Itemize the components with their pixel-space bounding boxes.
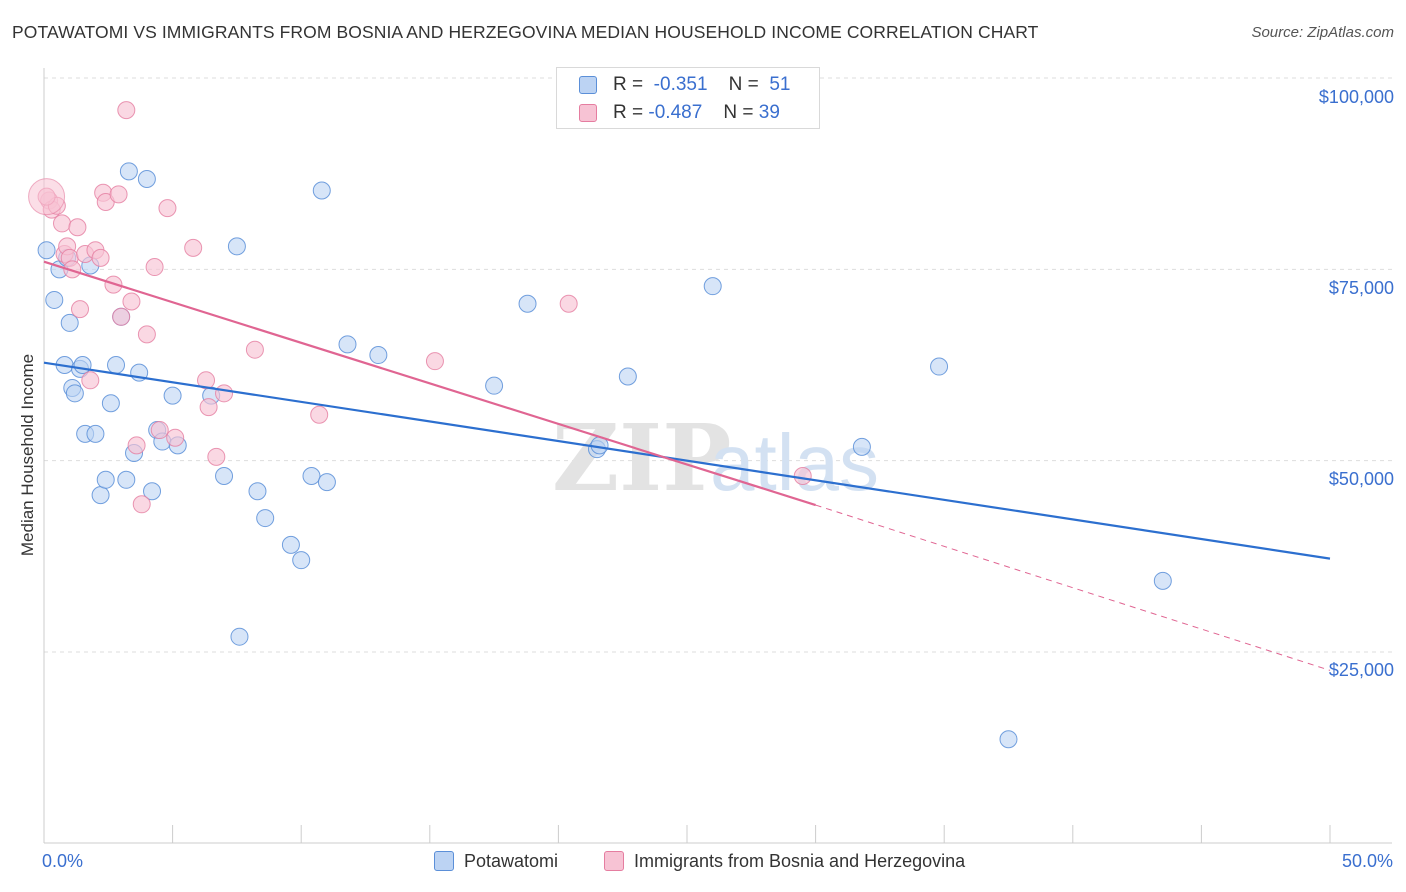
data-point-potawatomi	[369, 346, 388, 365]
watermark-atlas: atlas	[710, 418, 879, 507]
legend-n-label: N =	[723, 102, 754, 123]
watermark-zip: ZIP	[552, 404, 731, 512]
bottom-legend-potawatomi: Potawatomi	[434, 851, 558, 872]
y-tick-label: $25,000	[1328, 660, 1394, 680]
legend-n-value: 51	[769, 74, 791, 95]
data-point-potawatomi	[852, 437, 871, 456]
data-point-bosnia	[71, 300, 90, 319]
data-point-potawatomi	[101, 394, 120, 413]
chart-source: Source: ZipAtlas.com	[1251, 24, 1394, 41]
y-tick-label: $100,000	[1318, 87, 1394, 107]
y-tick-label: $50,000	[1328, 469, 1394, 489]
data-point-potawatomi	[73, 356, 92, 374]
data-point-potawatomi	[256, 509, 275, 528]
data-point-bosnia	[137, 325, 156, 344]
data-point-bosnia	[158, 199, 177, 218]
legend-r-label: R =	[613, 74, 644, 95]
x-tick-label: 50.0%	[1341, 851, 1393, 871]
data-point-potawatomi	[1153, 571, 1172, 590]
x-tick-label: 0.0%	[42, 851, 84, 871]
data-point-potawatomi	[65, 384, 84, 403]
data-point-potawatomi	[137, 170, 156, 189]
chart-grid	[44, 77, 1392, 653]
data-point-bosnia	[199, 398, 218, 417]
data-point-potawatomi	[107, 356, 126, 374]
legend-swatch-pink	[579, 104, 597, 122]
data-point-potawatomi	[230, 627, 249, 646]
legend-swatch-blue	[434, 851, 454, 871]
data-point-bosnia	[425, 352, 444, 371]
y-tick-label: $75,000	[1328, 278, 1394, 298]
trendline-potawatomi	[43, 361, 1331, 560]
bottom-legend-bosnia: Immigrants from Bosnia and Herzegovina	[604, 851, 965, 872]
legend-series-label: Potawatomi	[464, 851, 559, 871]
data-point-potawatomi	[312, 181, 331, 200]
data-point-bosnia	[184, 238, 203, 257]
y-axis-label: Median Household Income	[18, 353, 37, 557]
data-point-bosnia	[91, 248, 110, 267]
data-point-potawatomi	[215, 466, 234, 485]
data-point-potawatomi	[91, 486, 110, 505]
data-point-potawatomi	[281, 535, 300, 554]
data-point-bosnia	[53, 214, 72, 233]
data-point-potawatomi	[117, 470, 136, 489]
chart-title: POTAWATOMI VS IMMIGRANTS FROM BOSNIA AND…	[12, 22, 1039, 42]
data-point-potawatomi	[163, 386, 182, 405]
trendline-bosnia	[815, 504, 1331, 671]
data-point-potawatomi	[248, 482, 267, 501]
data-point-potawatomi	[292, 551, 311, 570]
data-point-potawatomi	[930, 357, 949, 376]
data-point-bosnia	[127, 436, 146, 455]
data-point-bosnia	[166, 428, 185, 447]
series-bosnia	[28, 101, 812, 514]
legend-r-label: R =	[613, 102, 644, 123]
data-point-potawatomi	[618, 367, 637, 386]
data-point-bosnia	[132, 495, 151, 514]
data-point-bosnia	[112, 307, 131, 326]
data-point-bosnia-large	[28, 178, 66, 216]
data-point-potawatomi	[96, 470, 115, 489]
data-point-potawatomi	[302, 466, 321, 485]
data-point-potawatomi	[86, 424, 105, 443]
data-point-bosnia	[81, 371, 100, 390]
legend-series-label: Immigrants from Bosnia and Herzegovina	[634, 851, 966, 871]
data-point-bosnia	[122, 292, 141, 311]
legend-swatch-pink	[604, 851, 624, 871]
data-point-potawatomi	[143, 482, 162, 501]
data-point-bosnia	[559, 294, 578, 313]
data-point-bosnia	[117, 101, 136, 120]
legend-r-value: -0.351	[653, 74, 708, 95]
data-point-bosnia	[109, 185, 128, 204]
chart-trendlines	[43, 260, 1331, 671]
data-point-bosnia	[207, 447, 226, 466]
data-point-potawatomi	[999, 730, 1018, 749]
data-point-potawatomi	[485, 376, 504, 395]
data-point-potawatomi	[37, 241, 56, 260]
data-point-potawatomi	[338, 335, 357, 354]
data-point-bosnia	[310, 405, 329, 424]
legend-swatch-blue	[579, 76, 597, 94]
correlation-legend: R = -0.351 N = 51 R = -0.487 N = 39	[556, 67, 820, 129]
data-point-bosnia	[245, 340, 264, 359]
data-point-bosnia	[63, 260, 82, 279]
data-point-potawatomi	[518, 294, 537, 313]
data-point-potawatomi	[317, 473, 336, 492]
data-point-potawatomi	[703, 277, 722, 296]
data-point-bosnia	[197, 371, 216, 390]
data-point-bosnia	[215, 384, 234, 403]
data-point-potawatomi	[45, 290, 64, 309]
data-point-bosnia	[68, 218, 87, 237]
data-point-potawatomi	[60, 313, 79, 332]
legend-r-value: -0.487	[648, 102, 703, 123]
legend-n-value: 39	[758, 102, 780, 123]
data-point-bosnia	[145, 258, 164, 277]
data-point-bosnia	[793, 466, 812, 485]
trendline-bosnia	[43, 260, 816, 507]
data-point-potawatomi	[227, 237, 246, 256]
data-point-potawatomi	[119, 162, 138, 181]
legend-n-label: N =	[728, 74, 759, 95]
data-point-bosnia	[150, 421, 169, 440]
